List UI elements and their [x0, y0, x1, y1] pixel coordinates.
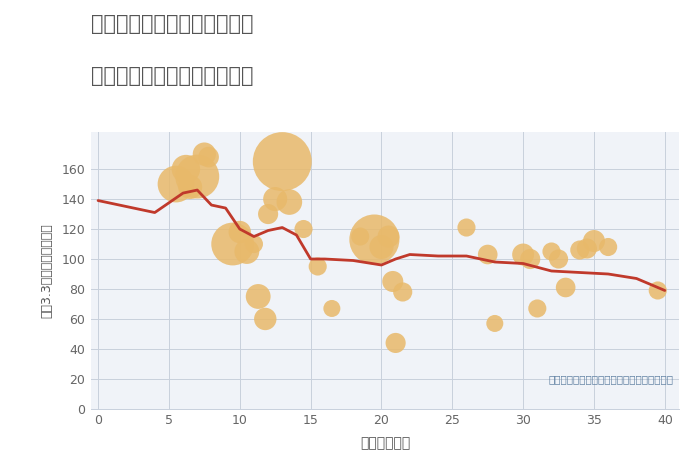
- Point: [276, 158, 288, 165]
- Point: [376, 243, 387, 251]
- Point: [192, 173, 203, 180]
- Point: [603, 243, 614, 251]
- Point: [383, 233, 394, 240]
- Point: [185, 183, 196, 191]
- Point: [397, 288, 408, 296]
- Y-axis label: 坪（3.3㎡）単価（万円）: 坪（3.3㎡）単価（万円）: [40, 223, 53, 318]
- Point: [284, 198, 295, 206]
- Point: [387, 278, 398, 285]
- Text: 神奈川県横浜市緑区いぶき野: 神奈川県横浜市緑区いぶき野: [91, 14, 253, 34]
- Point: [489, 320, 500, 327]
- Point: [253, 293, 264, 300]
- Text: 円の大きさは、取引のあった物件面積を示す: 円の大きさは、取引のあった物件面積を示す: [548, 374, 673, 384]
- Point: [298, 225, 309, 233]
- Point: [248, 240, 260, 248]
- Point: [234, 228, 246, 236]
- Point: [546, 248, 557, 255]
- Point: [312, 263, 323, 270]
- Point: [390, 339, 401, 347]
- Point: [170, 180, 181, 188]
- Point: [652, 287, 664, 294]
- Point: [581, 245, 592, 252]
- Point: [260, 315, 271, 323]
- Point: [262, 210, 274, 218]
- Point: [461, 224, 472, 231]
- Point: [199, 150, 210, 158]
- Point: [241, 248, 253, 255]
- Point: [355, 233, 366, 240]
- Point: [589, 237, 600, 245]
- Point: [203, 153, 214, 161]
- Point: [482, 251, 493, 258]
- Point: [227, 240, 238, 248]
- X-axis label: 築年数（年）: 築年数（年）: [360, 436, 410, 450]
- Point: [270, 196, 281, 203]
- Point: [532, 305, 543, 312]
- Point: [517, 251, 528, 258]
- Point: [574, 246, 585, 254]
- Point: [560, 284, 571, 291]
- Point: [326, 305, 337, 312]
- Point: [553, 255, 564, 263]
- Point: [369, 236, 380, 243]
- Point: [524, 255, 536, 263]
- Text: 築年数別中古マンション価格: 築年数別中古マンション価格: [91, 66, 253, 86]
- Point: [181, 165, 192, 173]
